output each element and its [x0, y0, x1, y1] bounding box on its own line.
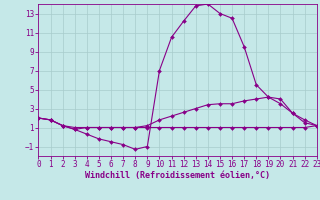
X-axis label: Windchill (Refroidissement éolien,°C): Windchill (Refroidissement éolien,°C)	[85, 171, 270, 180]
